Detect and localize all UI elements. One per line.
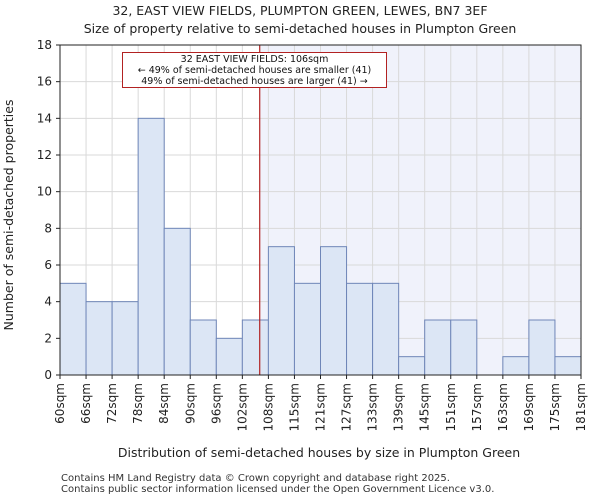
annotation-property-size: 32 EAST VIEW FIELDS: 106sqm [180,54,329,65]
x-tick-label: 60sqm [53,383,67,424]
histogram-bar [372,282,400,376]
x-tick-label: 163sqm [496,383,510,431]
x-tick-label: 115sqm [287,383,301,431]
histogram-bar [111,301,139,376]
histogram-bar [528,319,556,376]
x-tick-label: 66sqm [79,383,93,424]
y-tick-label: 14 [37,111,52,125]
bars [59,45,582,376]
histogram-bar [189,319,217,376]
x-tick-label: 157sqm [470,383,484,431]
x-tick-label: 121sqm [314,383,328,431]
histogram-bar [137,117,165,376]
y-axis-label: Number of semi-detached properties [1,100,16,331]
x-tick-label: 169sqm [522,383,536,431]
x-axis-label: Distribution of semi-detached houses by … [118,445,520,460]
x-tick-label: 139sqm [392,383,406,431]
y-tick-label: 10 [37,185,52,199]
x-tick-label: 145sqm [418,383,432,431]
property-annotation-box: 32 EAST VIEW FIELDS: 106sqm ← 49% of sem… [122,52,387,88]
histogram-bar [267,246,295,376]
histogram-bar [502,356,530,376]
x-tick-label: 96sqm [209,383,223,424]
y-tick-label: 8 [44,221,52,235]
histogram-bar [241,319,269,376]
x-tick-label: 102sqm [235,383,249,431]
histogram-bar [215,337,243,376]
x-tick-label: 108sqm [261,383,275,431]
y-tick-label: 18 [37,38,52,52]
x-tick-label: 175sqm [548,383,562,431]
histogram-bar [320,246,348,376]
tick-labels: 0 2 4 6 8 10 12 14 16 18 60sqm 66sqm 72sqm 78sqm 84sqm… [37,38,588,431]
x-tick-label: 151sqm [444,383,458,431]
x-tick-label: 181sqm [574,383,588,431]
chart-title-address: 32, EAST VIEW FIELDS, PLUMPTON GREEN, LE… [112,3,488,18]
footer-licence: Contains public sector information licen… [61,484,495,495]
histogram-bar [424,319,452,376]
y-tick-label: 6 [44,258,52,272]
histogram-bar [450,319,478,376]
histogram-bar [346,282,374,376]
y-tick-label: 2 [44,331,52,345]
y-tick-label: 16 [37,75,52,89]
y-tick-label: 4 [44,295,52,309]
histogram-bar [554,356,582,376]
annotation-smaller: ← 49% of semi-detached houses are smalle… [137,65,372,76]
x-tick-label: 78sqm [131,383,145,424]
histogram-bar [293,282,322,376]
x-tick-label: 90sqm [183,383,197,424]
x-tick-label: 84sqm [157,383,171,424]
histogram-bar [85,301,113,376]
chart-subtitle: Size of property relative to semi-detach… [83,21,517,36]
histogram-bar [59,282,87,376]
histogram-bar [398,356,426,376]
y-tick-label: 0 [44,368,52,382]
x-tick-label: 127sqm [340,383,354,431]
footer-copyright: Contains HM Land Registry data © Crown c… [61,473,450,484]
annotation-larger: 49% of semi-detached houses are larger (… [141,76,368,87]
x-tick-label: 72sqm [105,383,119,424]
histogram-bar [163,227,191,376]
x-tick-label: 133sqm [366,383,380,431]
y-tick-label: 12 [37,148,52,162]
